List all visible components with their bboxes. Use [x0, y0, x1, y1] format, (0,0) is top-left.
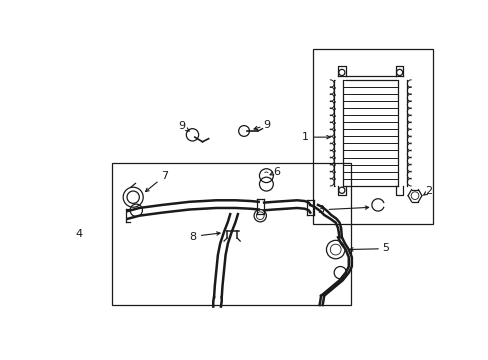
Bar — [112, 163, 350, 305]
Bar — [312, 49, 432, 224]
Text: 9: 9 — [262, 120, 269, 130]
Text: 8: 8 — [189, 232, 196, 242]
Text: 3: 3 — [316, 204, 323, 215]
Text: 1: 1 — [301, 132, 308, 142]
Text: 2: 2 — [425, 186, 431, 196]
Text: 7: 7 — [161, 171, 168, 181]
Text: 4: 4 — [76, 229, 82, 239]
Text: 9: 9 — [178, 121, 185, 131]
Text: 6: 6 — [272, 167, 279, 177]
Text: 5: 5 — [382, 243, 388, 253]
